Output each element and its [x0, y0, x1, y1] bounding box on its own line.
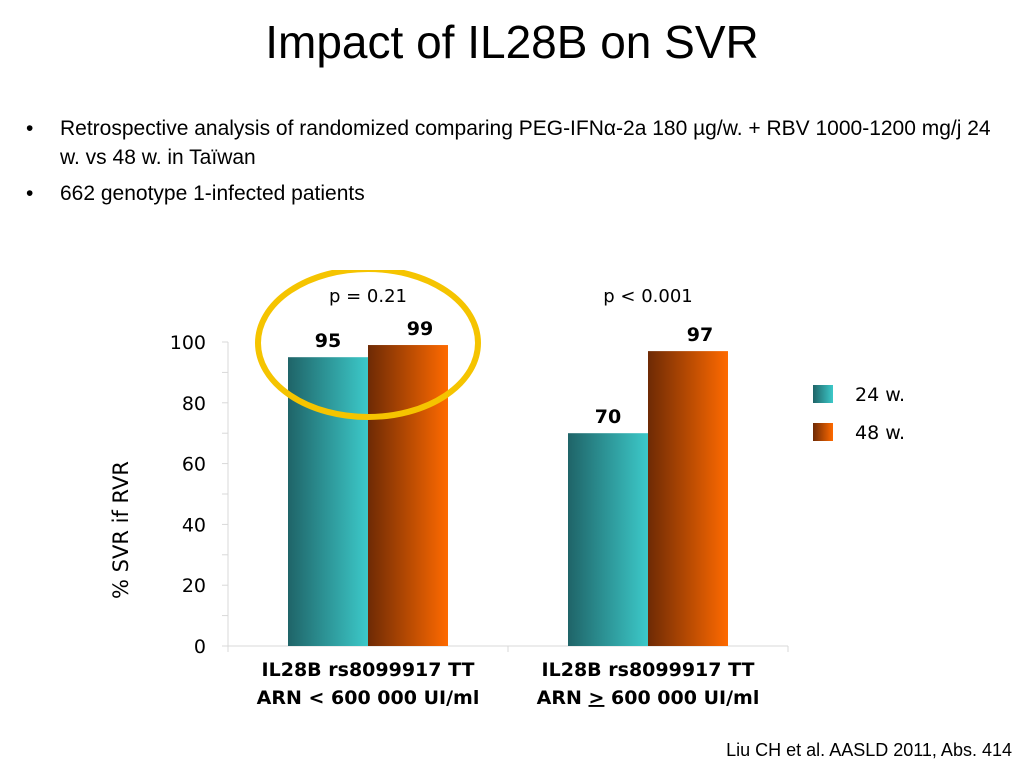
citation-text: Liu CH et al. AASLD 2011, Abs. 414 [726, 740, 1012, 760]
x-tick-label-part: ARN [537, 687, 589, 709]
bar [288, 357, 368, 646]
p-value-label: p = 0.21 [329, 286, 407, 307]
y-tick-label: 80 [182, 393, 206, 415]
bullet-list: • Retrospective analysis of randomized c… [22, 114, 1002, 215]
y-tick-label: 20 [182, 575, 206, 597]
x-tick-label: IL28B rs8099917 TT [542, 659, 755, 681]
bar [648, 351, 728, 646]
legend-label: 24 w. [855, 384, 905, 406]
y-tick-label: 100 [170, 332, 206, 354]
bullet-icon: • [26, 117, 34, 140]
bullet-item: • 662 genotype 1-infected patients [22, 179, 1002, 208]
data-label: 99 [407, 318, 433, 340]
bullet-text: 662 genotype 1-infected patients [60, 182, 365, 205]
x-tick-label-symbol: > [589, 687, 605, 709]
x-tick-label-part: ARN [257, 687, 309, 709]
x-tick-label-symbol: < [309, 687, 325, 709]
highlight-ellipse [255, 270, 481, 420]
y-tick-label: 60 [182, 454, 206, 476]
bullet-item: • Retrospective analysis of randomized c… [22, 114, 1002, 172]
data-label: 70 [595, 406, 621, 428]
y-axis-title: % SVR if RVR [109, 461, 133, 599]
p-value-label: p < 0.001 [603, 286, 692, 307]
data-label: 95 [315, 330, 341, 352]
data-label: 97 [687, 324, 713, 346]
legend-swatch [813, 385, 833, 403]
bullet-icon: • [26, 182, 34, 205]
bullet-text: Retrospective analysis of randomized com… [60, 117, 991, 169]
x-tick-label-part: 600 000 UI/ml [604, 687, 759, 709]
legend-label: 48 w. [855, 422, 905, 444]
y-tick-label: 0 [194, 636, 206, 658]
bar [368, 345, 448, 646]
bar [568, 433, 648, 646]
x-tick-label-part: 600 000 UI/ml [324, 687, 479, 709]
slide-title: Impact of IL28B on SVR [265, 16, 759, 68]
x-tick-label: IL28B rs8099917 TT [262, 659, 475, 681]
y-tick-label: 40 [182, 514, 206, 536]
svr-bar-chart: 0 20 40 60 80 100 % SVR if RVR 95 70 99 97 p = 0.21… [109, 270, 905, 709]
x-tick-label: ARN < 600 000 UI/ml [257, 687, 480, 709]
x-tick-label: ARN > 600 000 UI/ml [537, 687, 760, 709]
legend-swatch [813, 423, 833, 441]
